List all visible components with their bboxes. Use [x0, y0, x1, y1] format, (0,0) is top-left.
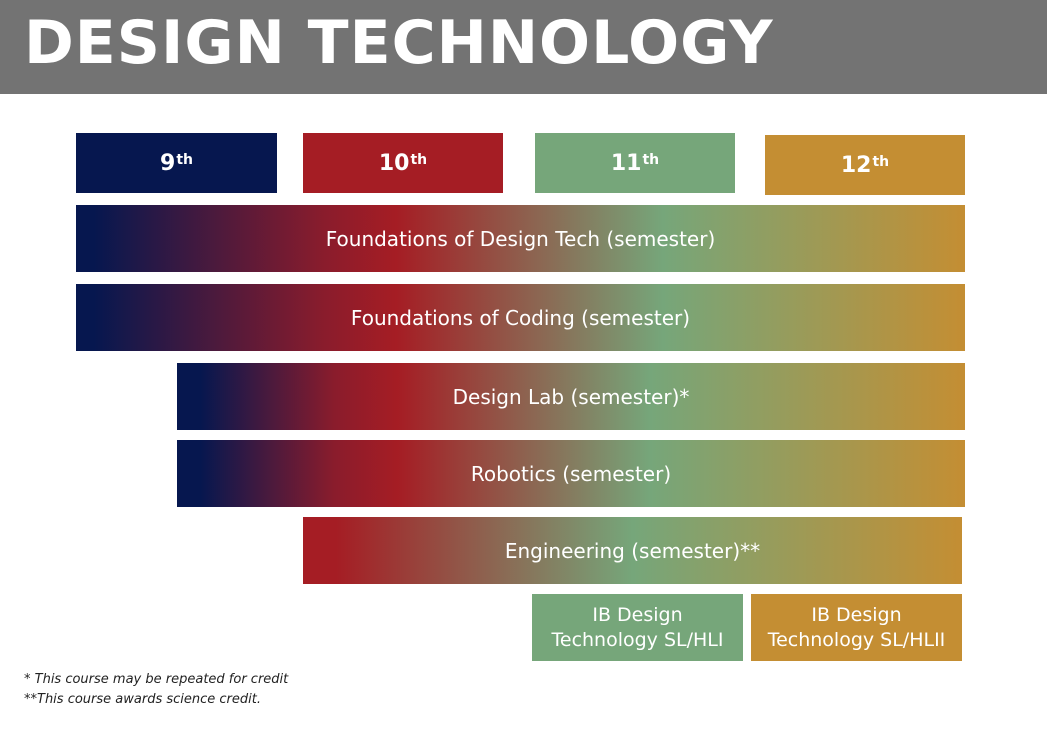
grade-11-suffix: th — [642, 152, 660, 168]
course-robotics: Robotics (semester) — [177, 440, 965, 507]
grade-10-suffix: th — [410, 152, 428, 168]
course-label: Foundations of Design Tech (semester) — [325, 226, 716, 251]
course-ib-design-tech-1: IB Design Technology SL/HLI — [532, 594, 743, 661]
course-label-line2: Technology SL/HLI — [551, 628, 724, 651]
grade-9-number: 9 — [160, 150, 176, 176]
footnote-repeat-credit: * This course may be repeated for credit — [24, 672, 289, 687]
course-label: Design Lab (semester)* — [452, 384, 690, 409]
course-label: Foundations of Coding (semester) — [350, 305, 691, 330]
course-foundations-coding: Foundations of Coding (semester) — [76, 284, 965, 351]
header-bar: DESIGN TECHNOLOGY — [0, 0, 1047, 94]
page-title: DESIGN TECHNOLOGY — [24, 8, 774, 78]
course-label: Engineering (semester)** — [504, 538, 761, 563]
course-engineering: Engineering (semester)** — [303, 517, 962, 584]
grade-12-number: 12 — [840, 152, 872, 178]
footnote-science-credit: **This course awards science credit. — [24, 692, 261, 707]
grade-11-number: 11 — [610, 150, 642, 176]
course-label: Robotics (semester) — [470, 461, 672, 486]
course-foundations-design-tech: Foundations of Design Tech (semester) — [76, 205, 965, 272]
grade-10-number: 10 — [378, 150, 410, 176]
course-design-lab: Design Lab (semester)* — [177, 363, 965, 430]
grade-12-suffix: th — [872, 154, 890, 170]
course-label-line2: Technology SL/HLII — [767, 628, 946, 651]
grade-9-suffix: th — [176, 152, 193, 168]
course-label-line1: IB Design — [592, 603, 683, 626]
course-label-line1: IB Design — [811, 603, 902, 626]
course-ib-design-tech-2: IB Design Technology SL/HLII — [751, 594, 962, 661]
